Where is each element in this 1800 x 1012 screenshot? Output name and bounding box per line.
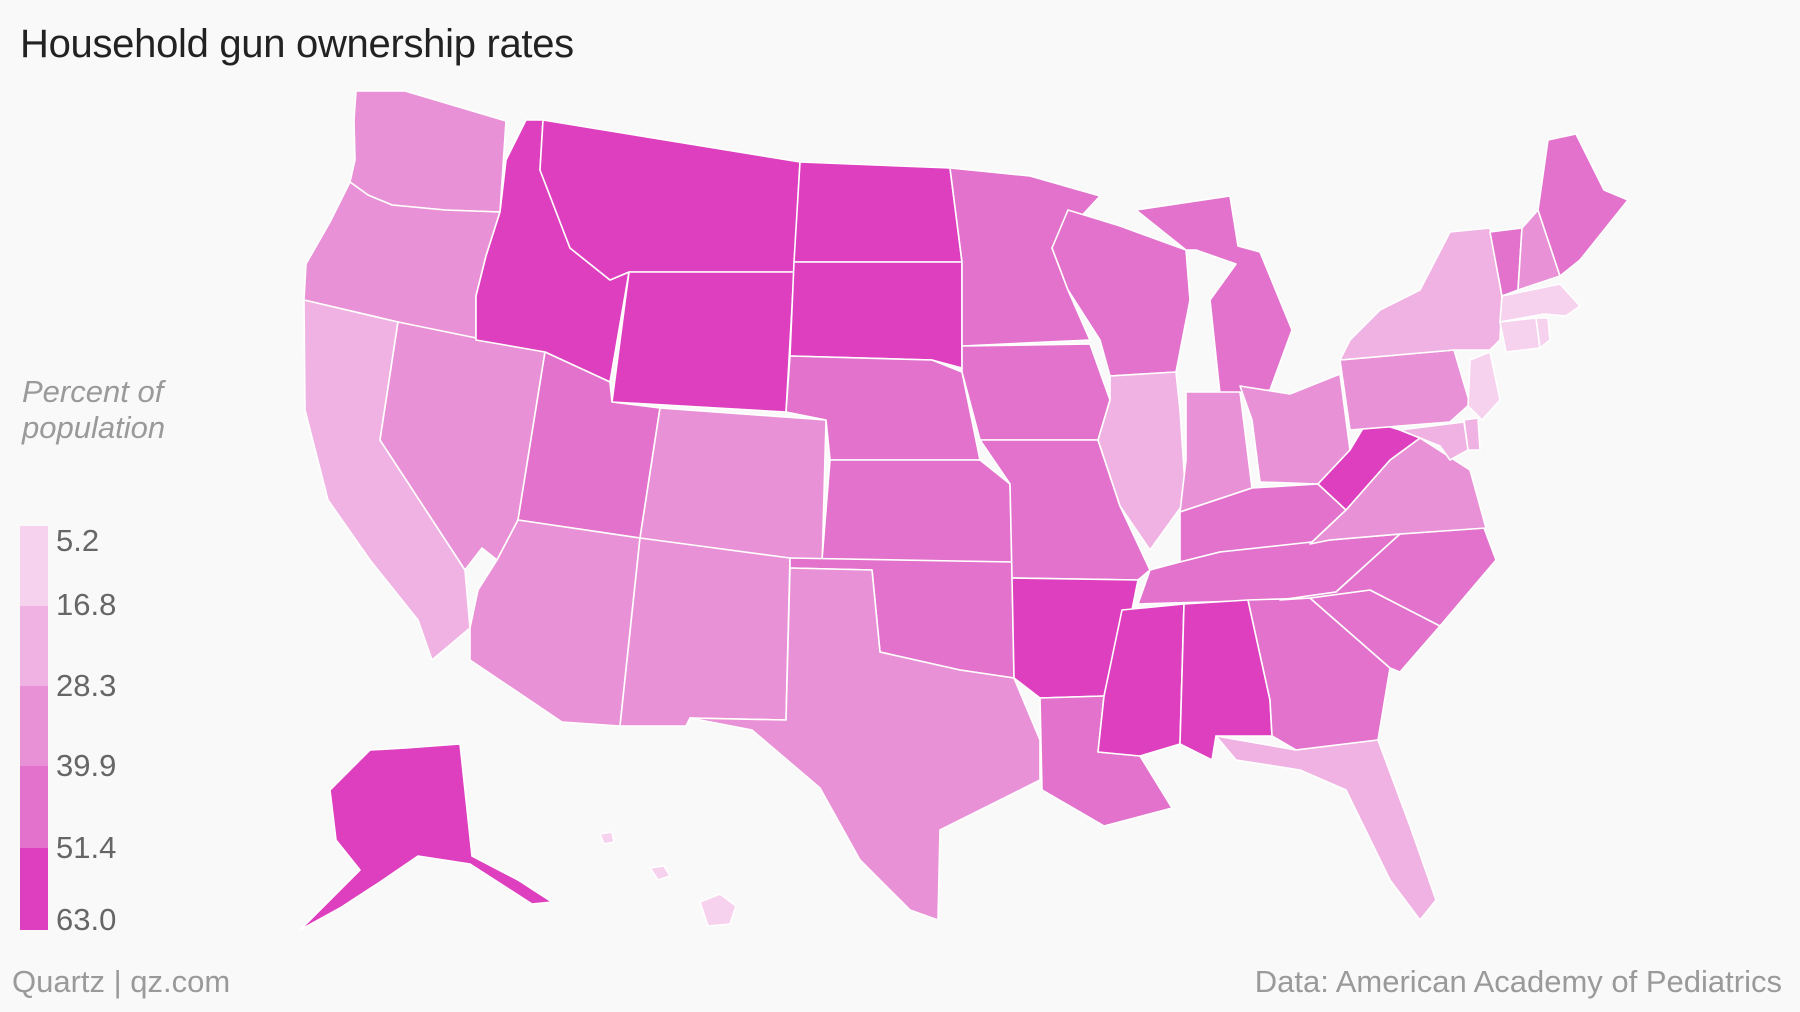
state-WA[interactable] — [349, 90, 507, 213]
state-HI-2[interactable] — [649, 865, 671, 881]
state-KS[interactable] — [821, 459, 1013, 563]
state-FL[interactable] — [1215, 735, 1437, 921]
legend-break-label: 16.8 — [56, 587, 117, 622]
state-NM[interactable] — [619, 537, 791, 727]
legend-break-label: 5.2 — [56, 523, 100, 558]
state-IL[interactable] — [1097, 371, 1187, 551]
state-WY[interactable] — [611, 271, 795, 413]
state-TX[interactable] — [689, 567, 1041, 921]
state-NY[interactable] — [1339, 227, 1503, 361]
footer-source-right: Data: American Academy of Pediatrics — [1254, 964, 1782, 999]
state-MT[interactable] — [539, 119, 801, 281]
legend-color-bar — [20, 526, 48, 930]
state-PA[interactable] — [1339, 349, 1471, 431]
legend-break-label: 63.0 — [56, 902, 117, 937]
state-AK[interactable] — [299, 743, 553, 931]
footer-source-left: Quartz | qz.com — [12, 964, 231, 999]
chart-title: Household gun ownership rates — [20, 22, 574, 66]
state-SD[interactable] — [789, 261, 963, 369]
state-RI[interactable] — [1535, 317, 1551, 349]
state-CT[interactable] — [1499, 317, 1541, 353]
legend-title: Percent of population — [22, 374, 166, 445]
state-NJ[interactable] — [1467, 351, 1501, 421]
state-IA[interactable] — [961, 343, 1111, 441]
legend-swatch — [20, 526, 48, 606]
state-NC[interactable] — [1279, 527, 1497, 627]
legend-swatch — [20, 686, 48, 766]
legend-break-label: 51.4 — [56, 830, 117, 865]
state-ND[interactable] — [793, 161, 963, 263]
legend-swatch — [20, 848, 48, 930]
legend-swatch — [20, 766, 48, 848]
legend-break-label: 28.3 — [56, 668, 117, 703]
legend-break-label: 39.9 — [56, 748, 117, 783]
state-MD[interactable] — [1399, 421, 1469, 461]
state-HI[interactable] — [699, 893, 737, 927]
state-HI-3[interactable] — [599, 831, 615, 845]
state-ME[interactable] — [1537, 133, 1629, 277]
legend-swatch — [20, 606, 48, 686]
